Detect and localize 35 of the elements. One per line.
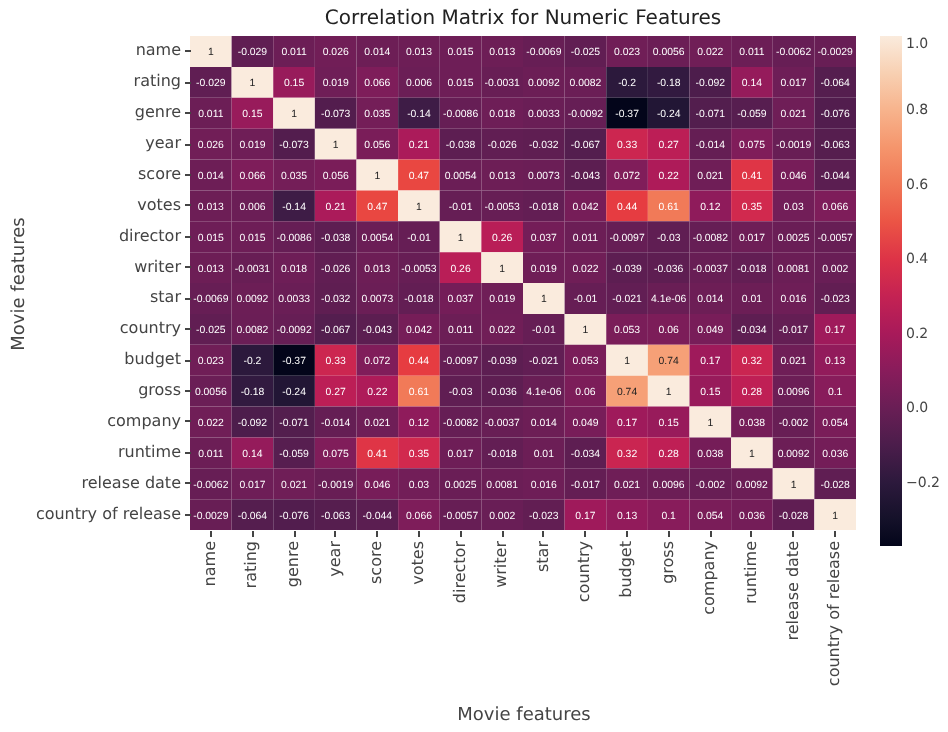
x-tick-label: score <box>367 540 386 584</box>
x-tick-label: runtime <box>741 540 760 605</box>
y-tick-label: company <box>107 411 182 430</box>
y-tick-label: rating <box>133 72 181 91</box>
x-tick-label: country of release <box>825 540 844 687</box>
x-tick-label: budget <box>617 541 636 598</box>
y-tick-label: runtime <box>117 442 182 461</box>
y-tick-label: votes <box>137 195 181 214</box>
y-tick-label: budget <box>124 350 181 369</box>
y-tick-label: score <box>138 164 182 183</box>
x-tick-label: company <box>700 540 719 615</box>
y-tick-label: release date <box>81 473 182 492</box>
y-tick-label: country <box>119 319 182 338</box>
x-tick-label: gross <box>658 541 677 584</box>
y-tick-label: name <box>135 41 182 60</box>
y-tick-label: gross <box>138 381 181 400</box>
x-tick-label: name <box>200 540 219 587</box>
x-tick-label: writer <box>492 539 511 588</box>
x-tick-label: director <box>450 539 469 604</box>
x-axis-title: Movie features <box>457 706 592 727</box>
y-axis-title: Movie features <box>9 216 30 351</box>
x-tick-label: genre <box>284 540 303 588</box>
y-tick-label: star <box>150 288 183 307</box>
x-tick-label: country <box>575 540 594 603</box>
x-tick-label: star <box>533 539 552 572</box>
y-tick-label: year <box>145 134 183 153</box>
y-tick-label: writer <box>134 257 183 276</box>
x-tick-label: rating <box>242 541 261 589</box>
y-tick-label: country of release <box>35 504 182 523</box>
y-tick-label: director <box>118 226 183 245</box>
y-tick-label: genre <box>134 103 182 122</box>
x-tick-label: release date <box>783 540 802 641</box>
x-tick-label: votes <box>408 541 427 585</box>
x-tick-label: year <box>325 539 344 577</box>
chart-title: Correlation Matrix for Numeric Features <box>324 8 722 30</box>
